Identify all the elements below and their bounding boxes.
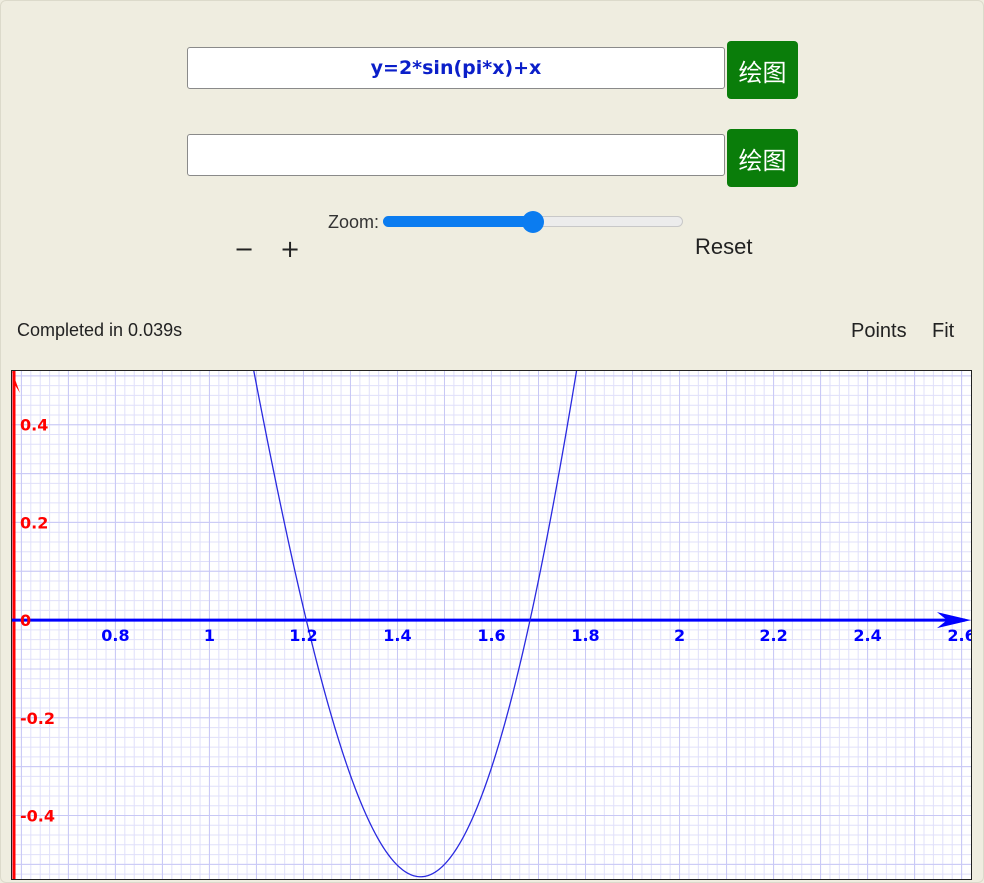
zoom-in-button[interactable]: + — [276, 235, 304, 263]
x-tick-label: 2.6 — [947, 626, 971, 645]
zoom-slider[interactable] — [383, 211, 683, 233]
plot-button-1[interactable]: 绘图 — [727, 41, 798, 99]
x-tick-label: 2.2 — [759, 626, 787, 645]
x-tick-label: 2.4 — [853, 626, 881, 645]
x-tick-label: 1.6 — [477, 626, 505, 645]
reset-button[interactable]: Reset — [695, 234, 753, 259]
x-tick-label: 0.8 — [101, 626, 129, 645]
plot-button-2[interactable]: 绘图 — [727, 129, 798, 187]
x-tick-label: 1.8 — [571, 626, 599, 645]
zoom-slider-fill — [383, 216, 533, 227]
function-plot: 0.8 1 1.2 1.4 1.6 1.8 2 2.2 2.4 2.6 0.4 0.2 0 -0.2 -0.… — [12, 371, 971, 879]
zoom-label: Zoom: — [328, 212, 380, 232]
y-tick-label: -0.4 — [20, 807, 55, 826]
x-tick-label: 2 — [674, 626, 685, 645]
y-tick-label: -0.2 — [20, 709, 55, 728]
y-axis-arrow — [12, 371, 20, 393]
zoom-out-button[interactable]: − — [230, 235, 258, 263]
graph-canvas[interactable]: 0.8 1 1.2 1.4 1.6 1.8 2 2.2 2.4 2.6 0.4 0.2 0 -0.2 -0.… — [11, 370, 972, 880]
x-tick-label: 1 — [204, 626, 215, 645]
y-tick-label: 0.2 — [20, 513, 48, 532]
function-curve — [253, 371, 578, 878]
expression-input-2[interactable] — [187, 134, 725, 176]
status-text: Completed in 0.039s — [17, 320, 183, 340]
points-button[interactable]: Points — [851, 320, 907, 342]
x-tick-label: 1.4 — [383, 626, 411, 645]
expression-input-1[interactable] — [187, 47, 725, 89]
zoom-slider-thumb[interactable] — [522, 211, 544, 233]
fit-button[interactable]: Fit — [932, 320, 955, 342]
x-axis-arrow — [937, 612, 971, 629]
y-tick-label: 0.4 — [20, 416, 48, 435]
x-tick-label: 1.2 — [289, 626, 317, 645]
y-tick-label: 0 — [20, 611, 31, 630]
